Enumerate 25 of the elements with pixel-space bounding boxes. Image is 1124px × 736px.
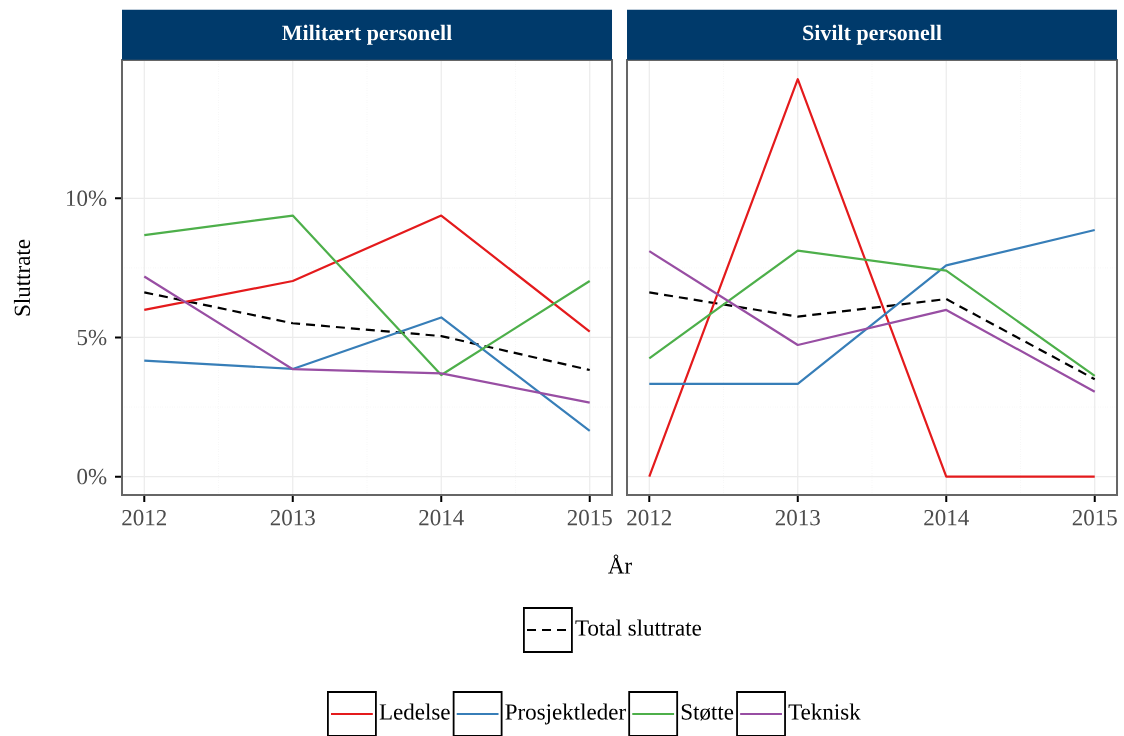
legend-label: Prosjektleder (505, 703, 626, 725)
line-series (143, 316, 591, 433)
legend-label: Teknisk (788, 703, 861, 720)
y-tick-label: 10% (67, 190, 107, 207)
x-axis-title: År (608, 554, 632, 574)
x-tick-label: 2012 (122, 509, 167, 526)
legend-label: Støtte (681, 704, 734, 721)
legend-label: Total sluttrate (575, 619, 701, 636)
legend-label: Ledelse (379, 703, 450, 720)
y-tick-label: 0% (77, 468, 107, 485)
x-tick-label: 2013 (270, 509, 315, 526)
x-tick-label: 2015 (567, 509, 612, 526)
x-tick-label: 2013 (775, 509, 820, 526)
y-tick-label: 5% (77, 329, 107, 346)
line-series (143, 214, 591, 333)
line-series (143, 275, 591, 404)
line-series (143, 214, 591, 377)
line-series (143, 291, 591, 372)
x-tick-label: 2014 (419, 509, 464, 526)
chart-title: Militært personell (282, 24, 452, 45)
x-tick-label: 2015 (1072, 509, 1117, 526)
y-axis-title: Sluttrate (13, 239, 31, 316)
chart-title: Sivilt personell (803, 24, 942, 45)
x-tick-label: 2014 (924, 509, 969, 526)
x-tick-label: 2012 (627, 509, 672, 526)
